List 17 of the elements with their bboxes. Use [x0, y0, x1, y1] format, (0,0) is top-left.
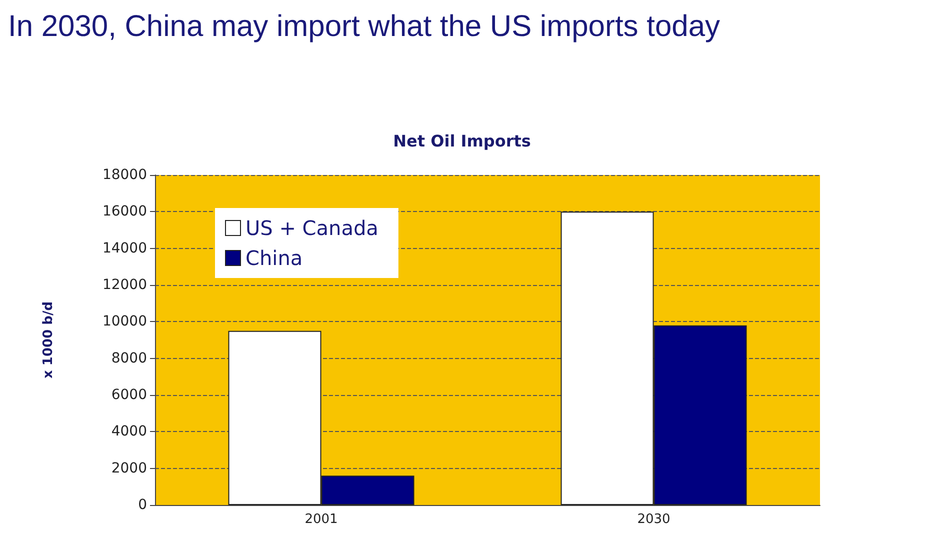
y-tick-label: 16000 [102, 204, 147, 220]
chart-subtitle: Net Oil Imports [393, 132, 531, 150]
x-tick-label: 2001 [304, 512, 338, 527]
y-tick-label: 18000 [102, 167, 147, 183]
y-tick-label: 8000 [111, 350, 147, 366]
y-tick-label: 12000 [102, 277, 147, 293]
y-tick-label: 10000 [102, 314, 147, 330]
legend-label: US + Canada [246, 216, 378, 240]
x-tick-label: 2030 [637, 512, 670, 527]
y-tick-label: 2000 [111, 460, 147, 476]
y-tick-label: 0 [138, 497, 147, 513]
chart-title: In 2030, China may import what the US imports today [8, 10, 720, 44]
legend-label: China [246, 246, 303, 270]
y-tick-label: 14000 [102, 240, 147, 256]
y-tick-label: 4000 [111, 424, 147, 440]
y-tick-label: 6000 [111, 387, 147, 403]
y-axis-title: x 1000 b/d [41, 302, 56, 378]
